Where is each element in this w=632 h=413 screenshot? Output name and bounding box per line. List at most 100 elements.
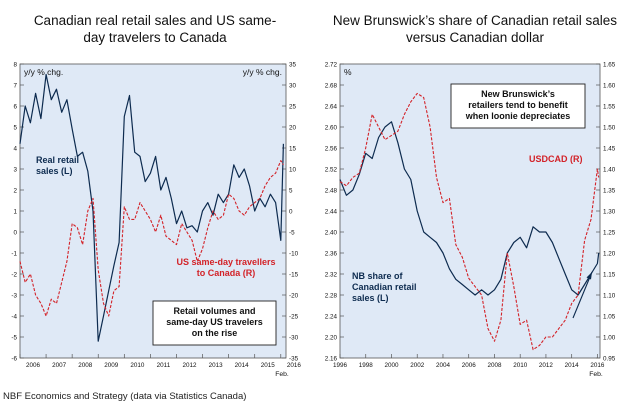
panel-0-x-tick-label: 2013 — [209, 362, 224, 369]
right-series-label-usdcad: USDCAD (R) — [529, 154, 583, 164]
panel-1-x-tick-label: 1996 — [333, 362, 348, 369]
panel-1-left-tick-label: 2.56 — [325, 146, 338, 153]
panel-0-x-tick-label: 2009 — [104, 362, 119, 369]
panel-1-right-tick-label: 1.10 — [603, 293, 616, 300]
panel-1-right-tick-label: 1.35 — [603, 188, 616, 195]
panel-1-right-tick-label: 1.05 — [603, 314, 616, 321]
panel-0-right-tick-label: -15 — [289, 272, 299, 279]
right-annotation-text: retailers tend to benefit — [468, 100, 568, 110]
panel-0-series-0-line — [19, 73, 284, 342]
panel-1-left-tick-label: 2.44 — [325, 209, 338, 216]
panel-1-left-tick-label: 2.28 — [325, 293, 338, 300]
panel-0-left-tick-label: -4 — [11, 314, 17, 321]
panel-0-right-tick-label: 25 — [289, 104, 297, 111]
panel-0-left-tick-label: -1 — [11, 251, 17, 258]
panel-0-right-tick-label: -25 — [289, 314, 299, 321]
panel-0-x-tick-label: 2008 — [78, 362, 93, 369]
panel-0-left-tick-label: 5 — [13, 125, 17, 132]
panel-0-right-tick-label: -5 — [289, 230, 295, 237]
left-series-label-travellers: to Canada (R) — [197, 268, 256, 278]
left-annotation-text: same-day US travelers — [166, 317, 263, 327]
panel-0-x-tick-label: 2016 — [287, 362, 302, 369]
panel-1-left-tick-label: 2.72 — [325, 62, 338, 69]
panel-1-left-tick-label: 2.16 — [325, 356, 338, 363]
panel-1-right-tick-label: 1.55 — [603, 104, 616, 111]
panel-1-left-tick-label: 2.40 — [325, 230, 338, 237]
panel-0-right-tick-label: -35 — [289, 356, 299, 363]
panel-1-x-tick-label: 2016 — [590, 362, 605, 369]
right-annotation-text: when loonie depreciates — [465, 111, 571, 121]
panel-1-x-tick-label: 2000 — [384, 362, 399, 369]
panel-1-x-tick-label: 2008 — [487, 362, 502, 369]
panel-0-left-tick-label: 3 — [13, 167, 17, 174]
panel-1-left-tick-label: 2.68 — [325, 83, 338, 90]
panel-0-left-tick-label: 0 — [13, 230, 17, 237]
panel-0-right-tick-label: 0 — [289, 209, 293, 216]
trend-arrow-icon — [572, 271, 593, 319]
panel-1-right-tick-label: 0.95 — [603, 356, 616, 363]
panel-1-right-tick-label: 1.65 — [603, 62, 616, 69]
right-annotation-box — [450, 83, 586, 129]
panel-0-left-tick-label: -3 — [11, 293, 17, 300]
panel-1-right-tick-label: 1.45 — [603, 146, 616, 153]
panel-1-right-tick-label: 1.20 — [603, 251, 616, 258]
panel-1-left-tick-label: 2.36 — [325, 251, 338, 258]
panel-1-right-tick-label: 1.50 — [603, 125, 616, 132]
panel-1-left-tick-label: 2.52 — [325, 167, 338, 174]
right-series-label-nbshare: NB share of — [352, 271, 404, 281]
panel-1-x-tick-label: 2004 — [436, 362, 451, 369]
panel-0-x-end-label: Feb. — [275, 371, 289, 378]
right-chart-title: New Brunswick’s share of Canadian retail… — [332, 13, 618, 45]
left-annotation-box — [152, 300, 277, 346]
panel-1-x-tick-label: 2014 — [565, 362, 580, 369]
panel-1-x-tick-label: 2012 — [539, 362, 554, 369]
left-series-label-retail: Real retail — [36, 155, 79, 165]
panel-1-left-tick-label: 2.48 — [325, 188, 338, 195]
panel-1-right-tick-label: 1.25 — [603, 230, 616, 237]
panel-1-x-end-label: Feb. — [589, 371, 603, 378]
left-chart-title: Canadian real retail sales and US same-d… — [33, 13, 277, 45]
panel-1-series-1-line — [339, 92, 600, 351]
panel-0-left-tick-label: 7 — [13, 83, 17, 90]
panel-0-left-tick-label: 4 — [13, 146, 17, 153]
panel-0-left-tick-label: -5 — [11, 335, 17, 342]
panel-0-x-tick-label: 2012 — [183, 362, 198, 369]
panel-0-left-tick-label: -2 — [11, 272, 17, 279]
panel-1-left-axis-label: % — [344, 67, 352, 77]
right-series-label-nbshare: sales (L) — [352, 293, 389, 303]
panel-0-x-tick-label: 2011 — [157, 362, 171, 369]
left-series-label-travellers: US same-day travellers — [176, 257, 275, 267]
panel-0-right-tick-label: 30 — [289, 83, 297, 90]
panel-1-left-tick-label: 2.32 — [325, 272, 338, 279]
left-series-label-retail: sales (L) — [36, 166, 73, 176]
panel-0-left-axis-label: y/y % chg. — [24, 67, 63, 77]
panel-1-right-tick-label: 1.60 — [603, 83, 616, 90]
panel-0-left-tick-label: 1 — [13, 209, 17, 216]
left-annotation-text: Retail volumes and — [173, 306, 255, 316]
right-annotation-text: New Brunswick’s — [481, 89, 555, 99]
panel-0-right-axis-label: y/y % chg. — [243, 67, 282, 77]
panel-1-right-tick-label: 1.00 — [603, 335, 616, 342]
panel-0-x-tick-label: 2010 — [130, 362, 145, 369]
panel-1-left-tick-label: 2.60 — [325, 125, 338, 132]
panel-0-x-tick-label: 2007 — [52, 362, 67, 369]
panel-1-x-tick-label: 1998 — [359, 362, 374, 369]
panel-1-series-0-line — [339, 121, 600, 296]
trend-arrow-head-icon — [586, 272, 592, 280]
source-note: NBF Economics and Strategy (data via Sta… — [3, 391, 247, 402]
left-annotation-text: on the rise — [192, 328, 238, 338]
panel-0-left-tick-label: -6 — [11, 356, 17, 363]
panel-0-x-tick-label: 2006 — [26, 362, 41, 369]
panel-0-right-tick-label: 35 — [289, 62, 297, 69]
panel-1-x-tick-label: 2010 — [513, 362, 528, 369]
panel-0-x-tick-label: 2014 — [235, 362, 250, 369]
panel-1-left-tick-label: 2.64 — [325, 104, 338, 111]
panel-1-x-tick-label: 2006 — [462, 362, 477, 369]
panel-1-left-tick-label: 2.20 — [325, 335, 338, 342]
panel-0-left-tick-label: 2 — [13, 188, 17, 195]
panel-1-right-tick-label: 1.15 — [603, 272, 616, 279]
panel-0-left-tick-label: 8 — [13, 62, 17, 69]
panel-0-right-tick-label: -20 — [289, 293, 299, 300]
panel-1-right-tick-label: 1.40 — [603, 167, 616, 174]
